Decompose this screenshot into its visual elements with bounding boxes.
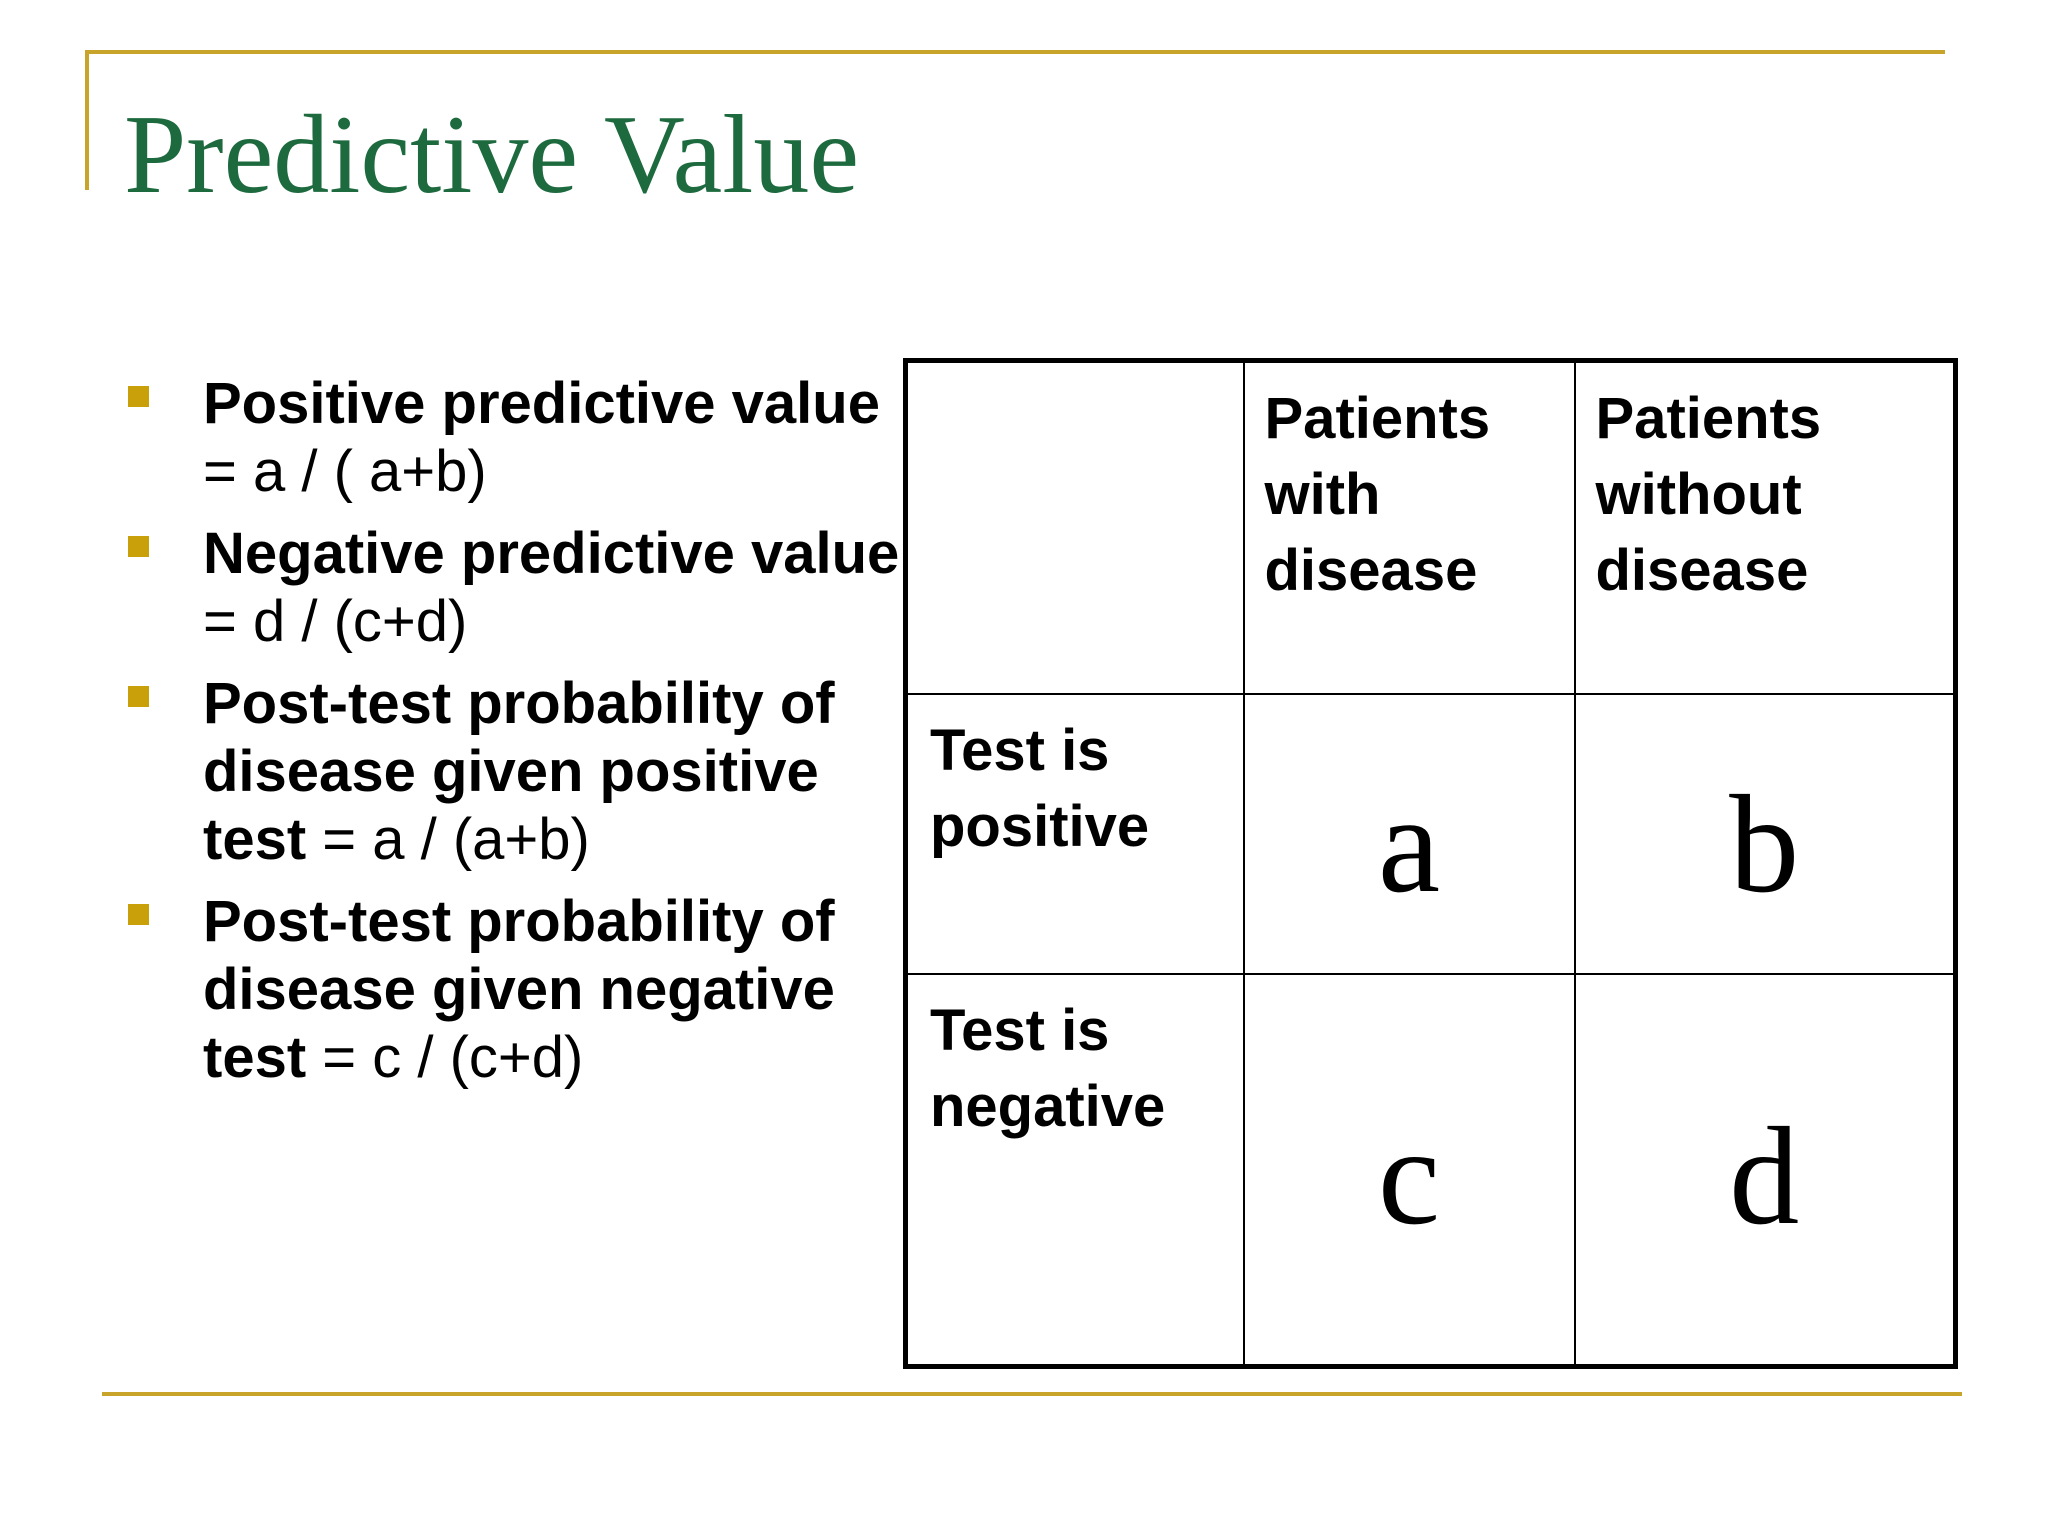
cell-value: b <box>1729 767 1800 922</box>
cell-value: c <box>1377 1099 1441 1254</box>
cell-c: c <box>1242 973 1576 1368</box>
column-header-label: Patients with disease <box>1264 386 1491 603</box>
bullet-item: Negative predictive value = d / (c+d) <box>125 520 925 656</box>
square-bullet-icon <box>128 386 149 407</box>
table-header-row: Patients with disease Patients without d… <box>904 359 1957 695</box>
bullet-term: Positive predictive value <box>203 371 880 436</box>
top-rule <box>85 50 1945 54</box>
cell-a: a <box>1242 693 1576 975</box>
bullet-list: Positive predictive value = a / ( a+b) N… <box>125 370 925 1106</box>
row-header-positive: Test is positive <box>904 693 1245 975</box>
column-header-without-disease: Patients without disease <box>1573 359 1957 695</box>
bullet-formula: = d / (c+d) <box>203 589 468 654</box>
cell-value: a <box>1377 767 1441 922</box>
bullet-formula: = a / (a+b) <box>306 807 590 872</box>
cell-value: d <box>1729 1099 1800 1254</box>
square-bullet-icon <box>128 904 149 925</box>
left-rule <box>85 50 89 190</box>
column-header-label: Patients without disease <box>1595 386 1822 603</box>
square-bullet-icon <box>128 686 149 707</box>
contingency-table: Patients with disease Patients without d… <box>903 358 1958 1369</box>
table-row: Test is negative c d <box>904 973 1957 1368</box>
square-bullet-icon <box>128 536 149 557</box>
bullet-item: Post-test probability of disease given n… <box>125 888 925 1092</box>
table-row: Test is positive a b <box>904 693 1957 975</box>
corner-cell <box>904 359 1245 695</box>
bullet-item: Positive predictive value = a / ( a+b) <box>125 370 925 506</box>
bullet-term: Post-test probability of disease given p… <box>203 671 835 872</box>
slide-title: Predictive Value <box>124 93 860 217</box>
bottom-rule <box>102 1392 1962 1396</box>
bullet-term: Negative predictive value <box>203 521 900 586</box>
cell-d: d <box>1573 973 1957 1368</box>
bullet-formula: = c / (c+d) <box>306 1025 584 1090</box>
row-header-label: Test is positive <box>930 718 1150 859</box>
bullet-term: Post-test probability of disease given n… <box>203 889 835 1090</box>
column-header-with-disease: Patients with disease <box>1242 359 1576 695</box>
bullet-item: Post-test probability of disease given p… <box>125 670 925 874</box>
row-header-label: Test is negative <box>930 998 1166 1139</box>
cell-b: b <box>1573 693 1957 975</box>
bullet-formula: = a / ( a+b) <box>203 439 487 504</box>
row-header-negative: Test is negative <box>904 973 1245 1368</box>
